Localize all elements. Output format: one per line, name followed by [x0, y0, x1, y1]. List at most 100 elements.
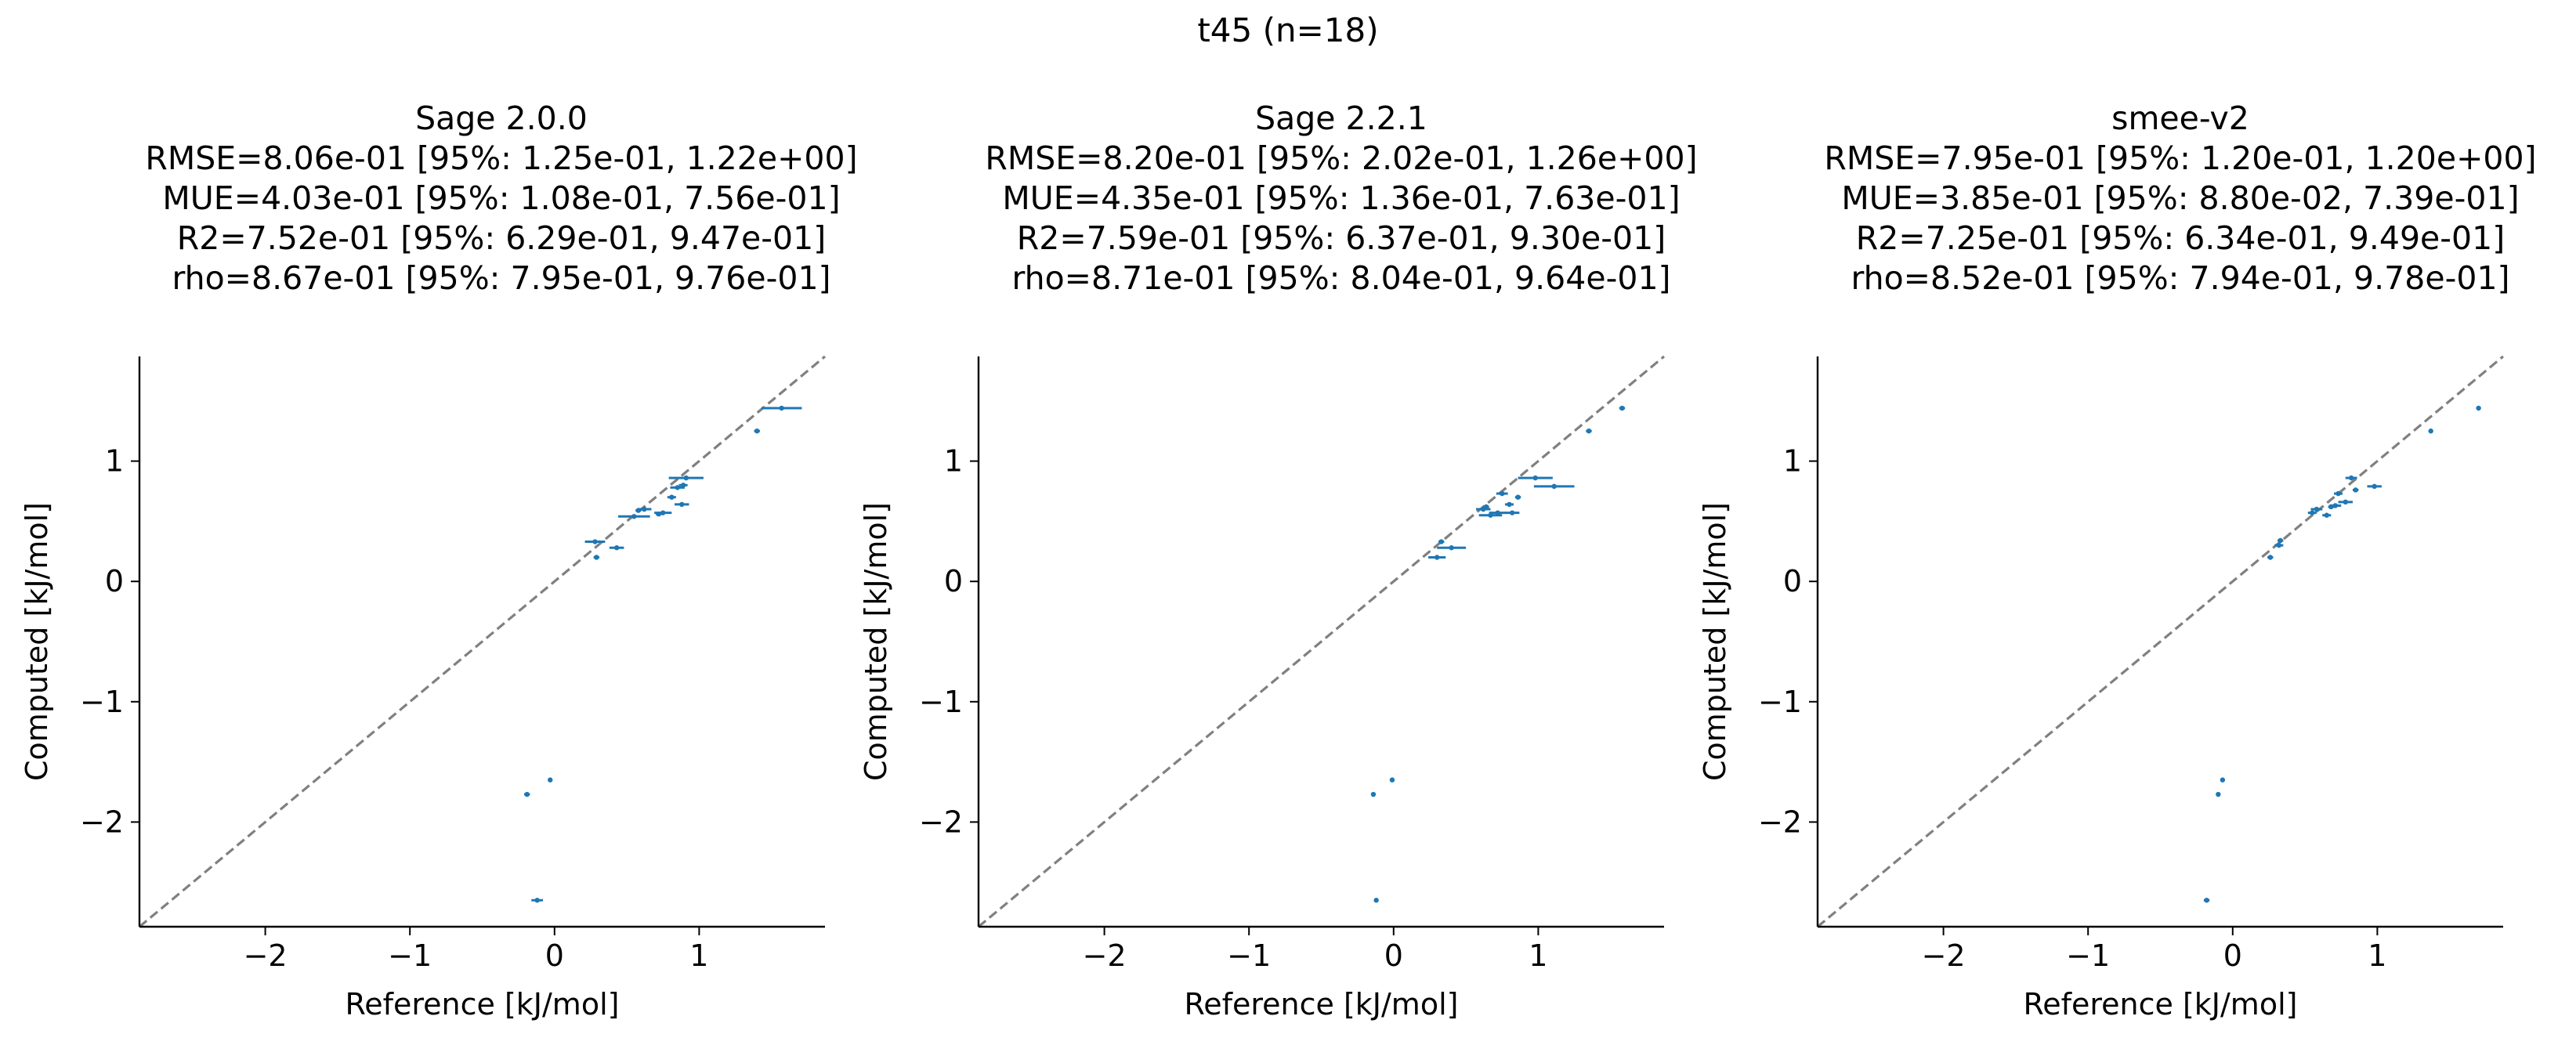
stat-rmse: RMSE=8.20e-01 [95%: 2.02e-01, 1.26e+00]	[985, 139, 1698, 177]
stat-r2: R2=7.52e-01 [95%: 6.29e-01, 9.47e-01]	[176, 219, 827, 257]
stat-rmse: RMSE=8.06e-01 [95%: 1.25e-01, 1.22e+00]	[145, 139, 858, 177]
data-point	[1619, 405, 1625, 411]
data-point	[1515, 494, 1521, 500]
data-point	[2335, 490, 2341, 497]
stat-r2: R2=7.25e-01 [95%: 6.34e-01, 9.49e-01]	[1855, 219, 2505, 257]
stat-rho: rho=8.67e-01 [95%: 7.95e-01, 9.76e-01]	[172, 259, 831, 297]
data-point	[679, 501, 685, 508]
y-axis-label: Computed [kJ/mol]	[1698, 502, 1732, 781]
data-point	[2276, 542, 2282, 548]
stat-rmse: RMSE=7.95e-01 [95%: 1.20e-01, 1.20e+00]	[1824, 139, 2537, 177]
data-point	[754, 428, 760, 434]
data-point	[1389, 777, 1395, 783]
stat-rho: rho=8.52e-01 [95%: 7.94e-01, 9.78e-01]	[1851, 259, 2510, 297]
scatter-panel-1: −2 −1 0 1 −2 −1 0 1 Reference [kJ/mol] Computed […	[859, 355, 1666, 1021]
data-point	[1370, 791, 1377, 797]
y-tick-label: −2	[919, 805, 963, 839]
panel-title-sage-2-2-1: Sage 2.2.1 RMSE=8.20e-01 [95%: 2.02e-01,…	[914, 99, 1768, 298]
stat-rho: rho=8.71e-01 [95%: 8.04e-01, 9.64e-01]	[1011, 259, 1671, 297]
y-axis-label: Computed [kJ/mol]	[20, 502, 54, 781]
data-point	[2343, 499, 2348, 505]
x-axis-label: Reference [kJ/mol]	[346, 987, 620, 1021]
x-axis-label: Reference [kJ/mol]	[2024, 987, 2298, 1021]
x-tick-label: 0	[545, 938, 564, 973]
data-point	[1586, 428, 1592, 434]
data-point	[1434, 555, 1440, 560]
data-point	[1449, 545, 1454, 551]
stat-mue: MUE=4.35e-01 [95%: 1.36e-01, 7.63e-01]	[1002, 179, 1681, 217]
x-axis-label: Reference [kJ/mol]	[1185, 987, 1459, 1021]
data-point	[2348, 475, 2354, 481]
identity-line	[977, 355, 1666, 928]
x-tick-label: 1	[2368, 938, 2386, 973]
data-point	[594, 555, 599, 560]
data-point	[631, 514, 637, 519]
data-point	[1509, 510, 1515, 515]
data-point	[2267, 555, 2273, 560]
y-tick-label: 0	[1783, 564, 1802, 598]
x-tick-label: −2	[244, 938, 288, 973]
panel-name: smee-v2	[2111, 99, 2249, 137]
data-point	[635, 508, 642, 513]
stat-mue: MUE=3.85e-01 [95%: 8.80e-02, 7.39e-01]	[1841, 179, 2520, 217]
data-point	[2353, 487, 2358, 493]
data-point	[1373, 898, 1379, 903]
data-point	[2310, 510, 2315, 515]
data-point	[660, 510, 666, 515]
y-tick-label: 0	[944, 564, 963, 598]
data-point	[2332, 503, 2339, 508]
figure-title: t45 (n=18)	[1197, 11, 1379, 49]
data-point	[1495, 510, 1500, 515]
identity-line	[138, 355, 827, 928]
y-tick-label: −2	[1758, 805, 1802, 839]
data-point	[1438, 539, 1444, 544]
x-tick-label: −1	[388, 938, 432, 973]
y-tick-label: 1	[944, 444, 963, 479]
y-tick-label: 0	[105, 564, 124, 598]
stat-r2: R2=7.59e-01 [95%: 6.37e-01, 9.30e-01]	[1016, 219, 1666, 257]
data-point	[2216, 791, 2221, 797]
x-tick-label: 0	[1384, 938, 1403, 973]
x-tick-label: 0	[2223, 938, 2242, 973]
data-point	[656, 511, 661, 517]
data-point	[2476, 405, 2481, 411]
x-tick-label: 1	[1529, 938, 1547, 973]
data-point	[675, 485, 680, 490]
y-tick-label: −2	[80, 805, 124, 839]
panel-title-sage-2-0-0: Sage 2.0.0 RMSE=8.06e-01 [95%: 1.25e-01,…	[74, 99, 928, 298]
stat-mue: MUE=4.03e-01 [95%: 1.08e-01, 7.56e-01]	[162, 179, 841, 217]
panel-title-smee-v2: smee-v2 RMSE=7.95e-01 [95%: 1.20e-01, 1.…	[1753, 99, 2576, 298]
y-tick-label: −1	[1758, 685, 1802, 719]
data-point	[2204, 898, 2209, 903]
data-point	[669, 494, 675, 500]
data-point	[1551, 483, 1557, 490]
data-point	[642, 506, 647, 512]
scatter-panel-2: −2 −1 0 1 −2 −1 0 1 Reference [kJ/mol] Computed […	[1698, 355, 2505, 1021]
y-tick-label: 1	[1783, 444, 1802, 479]
data-point	[524, 791, 530, 797]
data-point	[2278, 537, 2283, 544]
data-point	[592, 539, 598, 544]
data-point	[1483, 504, 1489, 510]
identity-line	[1816, 355, 2505, 928]
data-point	[613, 545, 620, 551]
data-point	[1500, 490, 1505, 497]
data-point	[2428, 428, 2433, 434]
y-tick-label: 1	[105, 444, 124, 479]
panel-name: Sage 2.0.0	[415, 99, 588, 137]
panel-name: Sage 2.2.1	[1255, 99, 1427, 137]
data-point	[1532, 475, 1538, 481]
data-point	[534, 898, 540, 903]
data-point	[2314, 506, 2320, 512]
data-point	[2328, 504, 2334, 510]
data-point	[2324, 512, 2329, 518]
data-point	[2220, 777, 2226, 783]
data-point	[548, 777, 553, 783]
data-point	[1507, 501, 1512, 508]
data-point	[680, 483, 686, 488]
y-tick-label: −1	[80, 685, 124, 719]
data-point	[683, 475, 689, 481]
y-tick-label: −1	[919, 685, 963, 719]
scatter-panel-0: −2 −1 0 1 −2 −1 0 1 Reference [kJ/mol] Computed […	[20, 355, 827, 1021]
